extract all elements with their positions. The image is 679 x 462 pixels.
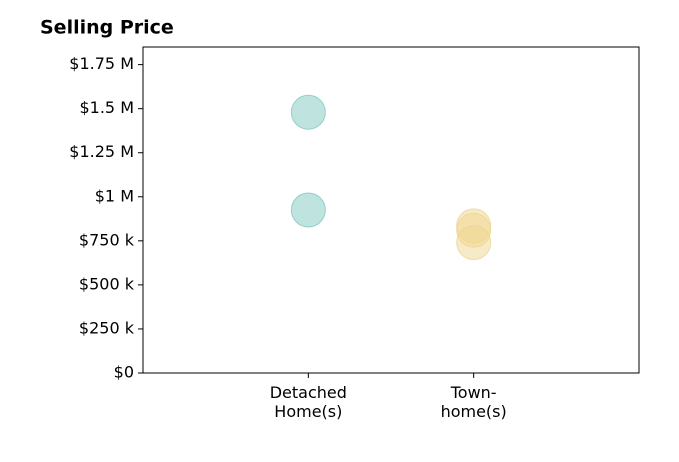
y-tick-label: $1.75 M: [69, 54, 134, 73]
y-tick-label: $1.5 M: [79, 98, 134, 117]
chart-title: Selling Price: [40, 17, 174, 39]
plot-frame: [142, 46, 640, 374]
y-tick-label: $1 M: [95, 186, 134, 205]
y-tick-label: $250 k: [79, 318, 135, 337]
point: [290, 192, 326, 228]
y-tick-label: $0: [114, 363, 134, 382]
y-tick-label: $750 k: [79, 230, 135, 249]
y-tick-label: $500 k: [79, 274, 135, 293]
point: [456, 225, 492, 261]
x-tick-label: Town-home(s): [441, 383, 507, 421]
y-tick-label: $1.25 M: [69, 142, 134, 161]
x-tick-label: Detached Home(s): [270, 383, 347, 421]
point: [290, 94, 326, 130]
